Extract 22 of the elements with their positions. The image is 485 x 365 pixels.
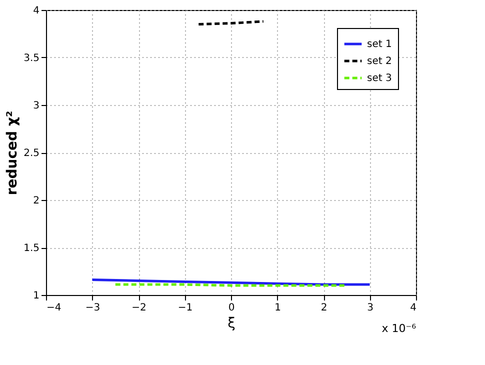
legend-label: set 3 xyxy=(367,73,392,84)
y-tick-label: 2 xyxy=(33,196,40,206)
y-tick-label: 3 xyxy=(33,100,40,112)
text: x 10⁻⁶ xyxy=(382,322,417,335)
y-tick-label: 1.5 xyxy=(24,243,40,254)
x-tick-label: 4 xyxy=(410,302,416,314)
x-tick-label: −4 xyxy=(46,302,62,314)
x-tick-label: 3 xyxy=(367,302,374,314)
x-tick-label: −1 xyxy=(178,302,193,314)
y-tick-label: 3.5 xyxy=(24,53,40,64)
x-tick-label: 0 xyxy=(228,302,235,314)
x-tick-label: 1 xyxy=(274,302,281,314)
x-axis-title: ξ xyxy=(228,316,236,332)
legend-label: set 2 xyxy=(367,56,392,67)
x-tick-label: −2 xyxy=(132,302,146,314)
x-tick-label: 2 xyxy=(320,302,328,314)
y-tick-label: 4 xyxy=(33,6,40,16)
legend-label: set 1 xyxy=(367,39,392,50)
x-tick-label: −3 xyxy=(85,302,100,314)
y-axis-title: reduced χ² xyxy=(4,110,21,196)
y-tick-label: 1 xyxy=(33,290,40,302)
y-tick-label: 2.5 xyxy=(24,148,40,159)
